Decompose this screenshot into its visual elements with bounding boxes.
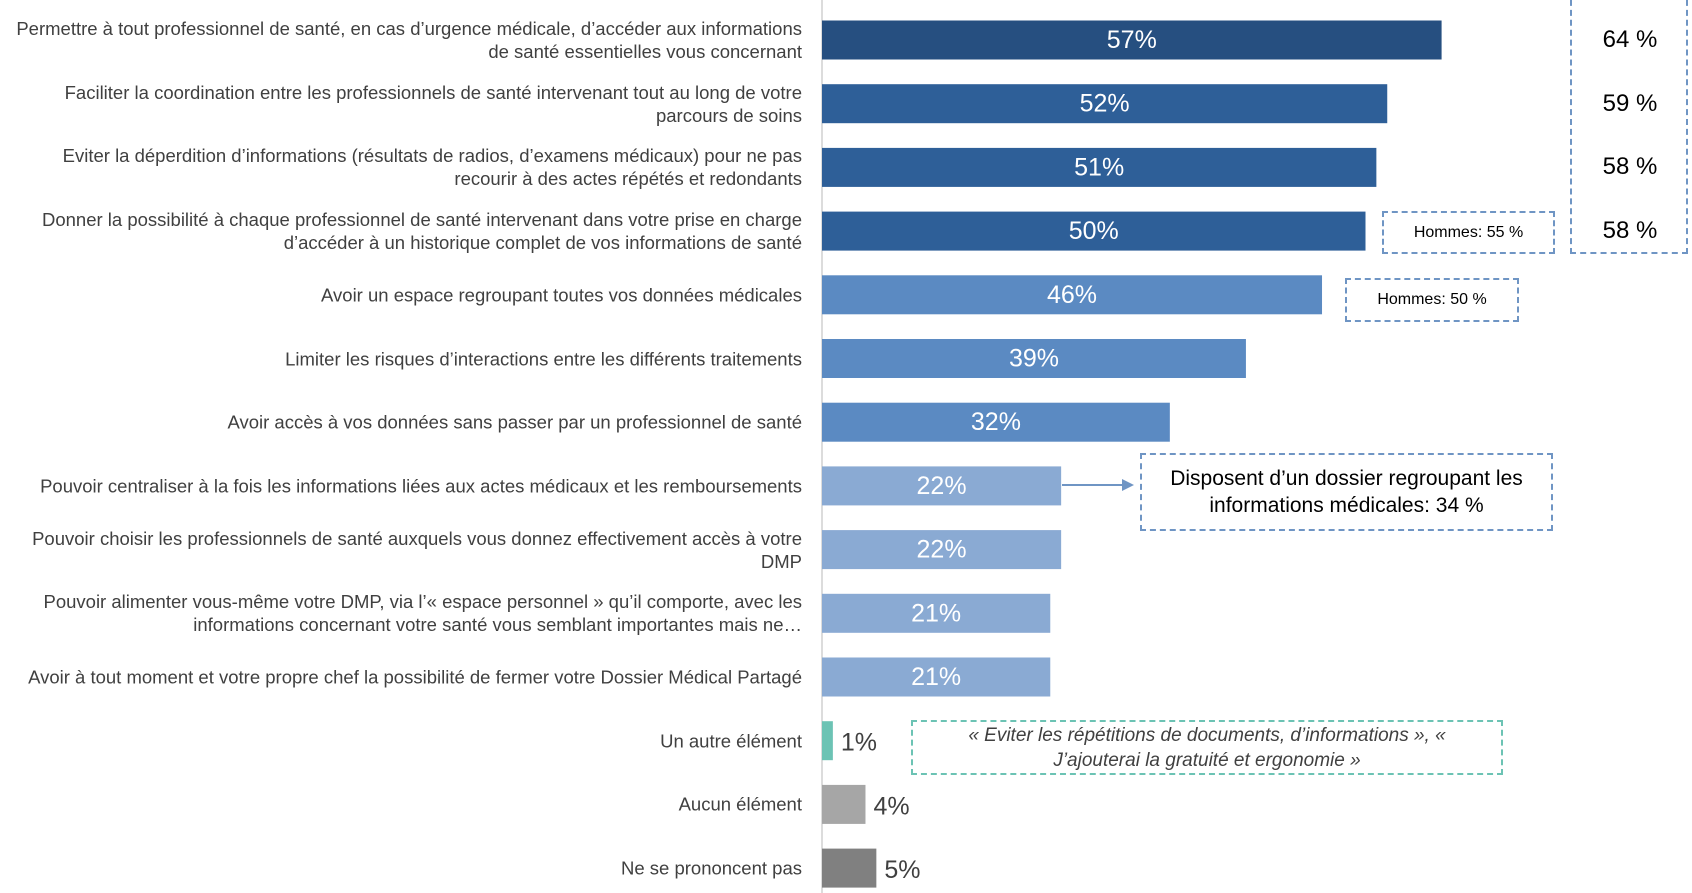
category-label: Donner la possibilité à chaque professio… (41, 209, 802, 254)
annotation: « Eviter les répétitions de documents, d… (968, 724, 1446, 771)
bar (822, 20, 1442, 60)
arrow-head (1122, 479, 1134, 491)
side-value: 59 % (1602, 89, 1658, 117)
bar (822, 339, 1246, 378)
value-label: 22% (917, 472, 967, 500)
value-label: 1% (841, 729, 877, 757)
category-label: Faciliter la coordination entre les prof… (64, 81, 802, 126)
annotation: Hommes: 50 % (1377, 291, 1487, 308)
category-label: Un autre élément (660, 730, 802, 752)
annotation-box: Hommes: 50 % (1345, 278, 1519, 322)
category-label: Permettre à tout professionnel de santé,… (16, 18, 802, 62)
value-label: 21% (911, 663, 961, 691)
category-label: Limiter les risques d’interactions entre… (285, 348, 802, 369)
category-label: Aucun élément (678, 793, 802, 815)
annotation: Hommes: 55 % (1413, 223, 1524, 241)
value-label: 57% (1107, 26, 1157, 54)
annotation-box: « Eviter les répétitions de documents, d… (911, 720, 1503, 775)
category-label: Pouvoir choisir les professionnels de sa… (32, 527, 802, 572)
bar (822, 402, 1170, 442)
value-label: 22% (917, 536, 967, 564)
bar (822, 84, 1388, 124)
bar (822, 211, 1366, 251)
bar (822, 275, 1323, 315)
value-label: 32% (971, 408, 1021, 436)
category-label: Avoir accès à vos données sans passer pa… (227, 411, 802, 433)
value-label: 51% (1074, 153, 1124, 181)
category-label: Avoir un espace regroupant toutes vos do… (321, 284, 802, 306)
bar (822, 848, 877, 888)
side-value: 58 % (1602, 153, 1658, 181)
annotation-box: Disposent d’un dossier regroupant les in… (1140, 453, 1553, 531)
value-label: 50% (1069, 217, 1119, 245)
side-value: 58 % (1602, 217, 1658, 245)
category-label: Ne se prononcent pas (620, 857, 802, 879)
value-label: 46% (1047, 281, 1097, 309)
value-label: 5% (884, 856, 920, 884)
annotation-box: Hommes: 55 % (1382, 211, 1555, 254)
bar (822, 593, 1051, 633)
bar (822, 657, 1051, 697)
value-label: 4% (873, 792, 909, 820)
bar (822, 466, 1062, 506)
annotation: Disposent d’un dossier regroupant les in… (1170, 467, 1523, 517)
side-value: 64 % (1602, 26, 1658, 53)
bar (822, 784, 866, 824)
category-label: Avoir à tout moment et votre propre chef… (28, 666, 802, 688)
category-label: Pouvoir centraliser à la fois les inform… (40, 475, 802, 497)
bar (822, 721, 833, 761)
value-label: 39% (1009, 345, 1059, 373)
category-label: Eviter la déperdition d’informations (ré… (62, 145, 802, 190)
category-label: Pouvoir alimenter vous-même votre DMP, v… (43, 591, 802, 636)
side-box (1570, 0, 1688, 254)
bar (822, 530, 1062, 570)
value-label: 52% (1080, 90, 1130, 118)
bar (822, 147, 1377, 187)
value-label: 21% (911, 599, 961, 627)
